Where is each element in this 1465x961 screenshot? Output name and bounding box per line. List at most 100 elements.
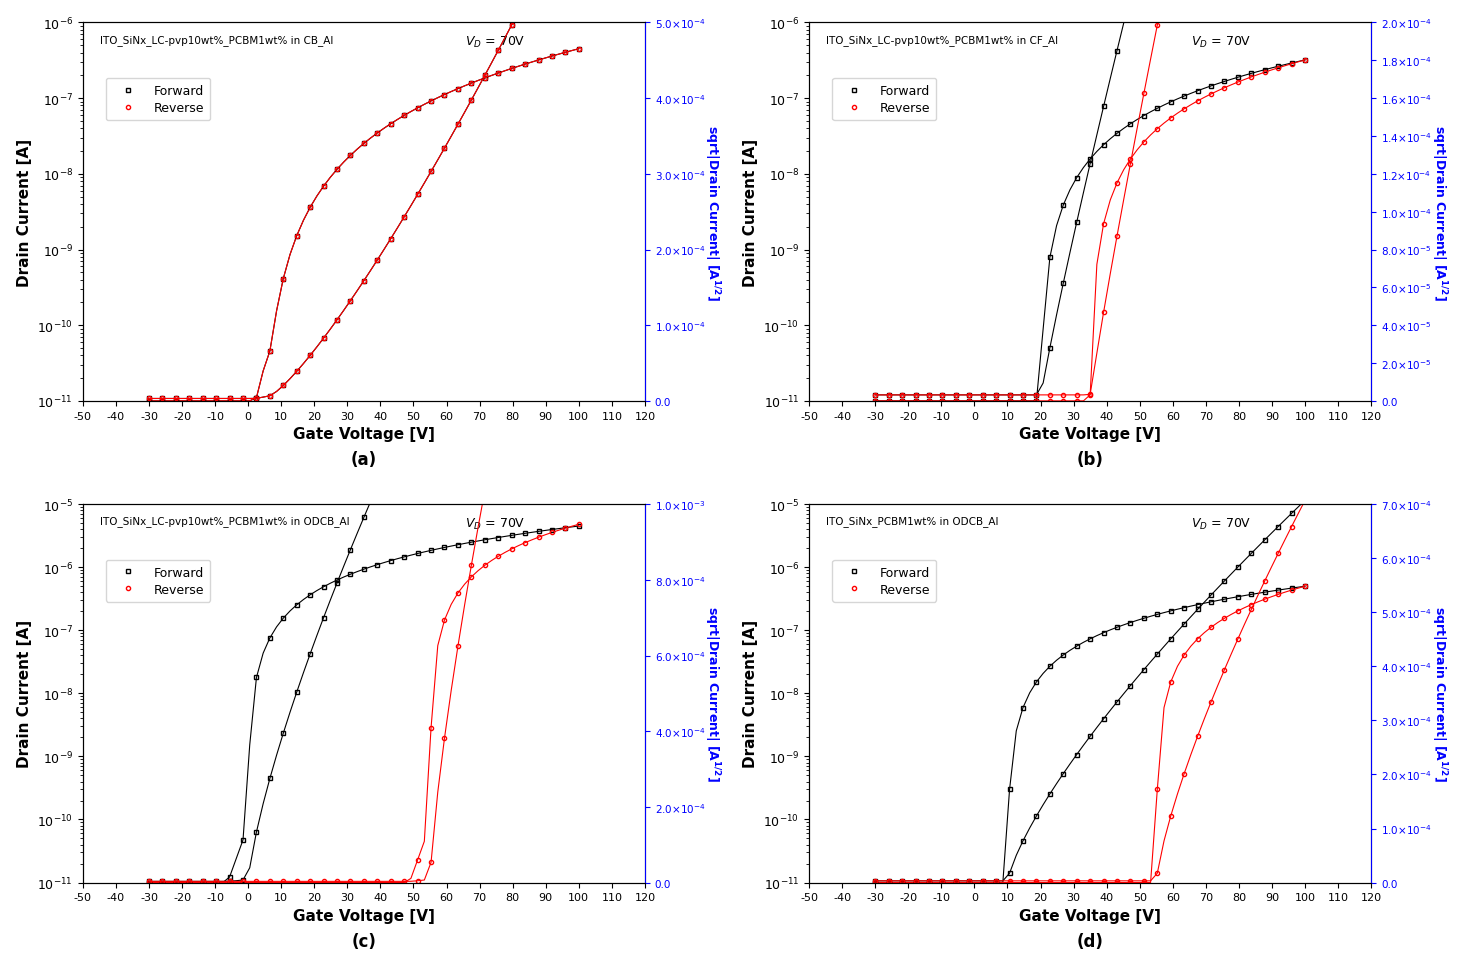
Forward: [1269, 62, 1286, 73]
Forward: [1229, 72, 1247, 84]
Reverse: [880, 396, 898, 407]
Forward: [450, 84, 467, 95]
Forward: [866, 876, 883, 888]
Reverse: [167, 396, 185, 407]
Forward: [261, 632, 278, 644]
Forward: [180, 396, 198, 407]
Reverse: [987, 396, 1005, 407]
Reverse: [369, 876, 387, 888]
Forward: [234, 834, 252, 846]
Reverse: [422, 722, 440, 733]
Forward: [302, 589, 319, 601]
Reverse: [315, 182, 333, 193]
Forward: [1162, 605, 1179, 617]
Reverse: [193, 396, 211, 407]
Forward: [435, 542, 453, 554]
Reverse: [920, 396, 938, 407]
Reverse: [557, 47, 574, 59]
Reverse: [502, 63, 520, 75]
Line: Reverse: Reverse: [146, 523, 582, 885]
Reverse: [1042, 396, 1059, 407]
Forward: [557, 47, 574, 59]
Forward: [1055, 650, 1072, 661]
Reverse: [894, 876, 911, 888]
Reverse: [1135, 137, 1153, 149]
Reverse: [946, 396, 964, 407]
Reverse: [1001, 876, 1018, 888]
Forward: [530, 526, 548, 537]
Reverse: [1297, 55, 1314, 66]
Reverse: [208, 396, 226, 407]
Forward: [866, 396, 883, 407]
Reverse: [489, 68, 507, 80]
Forward: [167, 396, 185, 407]
Reverse: [974, 876, 992, 888]
Reverse: [1175, 650, 1193, 661]
Reverse: [570, 519, 587, 530]
Y-axis label: sqrt|Drain Current| [$\mathbf{A^{1/2}}$]: sqrt|Drain Current| [$\mathbf{A^{1/2}}$]: [703, 125, 722, 300]
Reverse: [141, 876, 158, 888]
Forward: [221, 872, 239, 883]
Forward: [193, 876, 211, 888]
Reverse: [261, 346, 278, 357]
Text: $V_D$ = 70V: $V_D$ = 70V: [464, 516, 526, 531]
Reverse: [341, 876, 359, 888]
Forward: [933, 876, 951, 888]
Line: Reverse: Reverse: [146, 48, 582, 404]
Reverse: [961, 396, 979, 407]
Forward: [289, 600, 306, 611]
Reverse: [1014, 396, 1031, 407]
Reverse: [1081, 876, 1099, 888]
Reverse: [409, 103, 426, 114]
Forward: [489, 68, 507, 80]
Reverse: [396, 876, 413, 888]
Forward: [907, 396, 924, 407]
Line: Reverse: Reverse: [873, 59, 1307, 404]
Reverse: [289, 231, 306, 242]
Forward: [1135, 111, 1153, 122]
Reverse: [234, 396, 252, 407]
Forward: [489, 532, 507, 544]
Reverse: [866, 396, 883, 407]
Forward: [396, 552, 413, 563]
Forward: [1256, 587, 1273, 599]
Forward: [1068, 641, 1086, 653]
Reverse: [328, 164, 346, 176]
Reverse: [341, 151, 359, 162]
Legend: Forward, Reverse: Forward, Reverse: [832, 560, 936, 603]
Forward: [476, 534, 494, 546]
Reverse: [355, 138, 372, 150]
Reverse: [907, 876, 924, 888]
Reverse: [516, 537, 533, 549]
Reverse: [450, 84, 467, 95]
Reverse: [907, 396, 924, 407]
Forward: [1014, 702, 1031, 714]
Forward: [544, 51, 561, 62]
Forward: [167, 876, 185, 888]
Forward: [1297, 55, 1314, 66]
Forward: [221, 396, 239, 407]
Reverse: [315, 876, 333, 888]
Forward: [1042, 253, 1059, 264]
Forward: [1283, 59, 1301, 70]
Reverse: [180, 396, 198, 407]
Forward: [1055, 200, 1072, 211]
Forward: [382, 555, 400, 567]
Reverse: [1135, 876, 1153, 888]
Reverse: [476, 560, 494, 572]
Forward: [1001, 784, 1018, 796]
Reverse: [328, 876, 346, 888]
Forward: [355, 564, 372, 576]
Forward: [894, 396, 911, 407]
Forward: [1094, 628, 1112, 639]
Reverse: [502, 544, 520, 555]
Reverse: [154, 396, 171, 407]
Forward: [946, 876, 964, 888]
Reverse: [933, 396, 951, 407]
Forward: [570, 521, 587, 532]
Reverse: [1188, 96, 1206, 108]
Reverse: [974, 396, 992, 407]
Reverse: [274, 876, 292, 888]
Reverse: [193, 876, 211, 888]
Forward: [234, 396, 252, 407]
